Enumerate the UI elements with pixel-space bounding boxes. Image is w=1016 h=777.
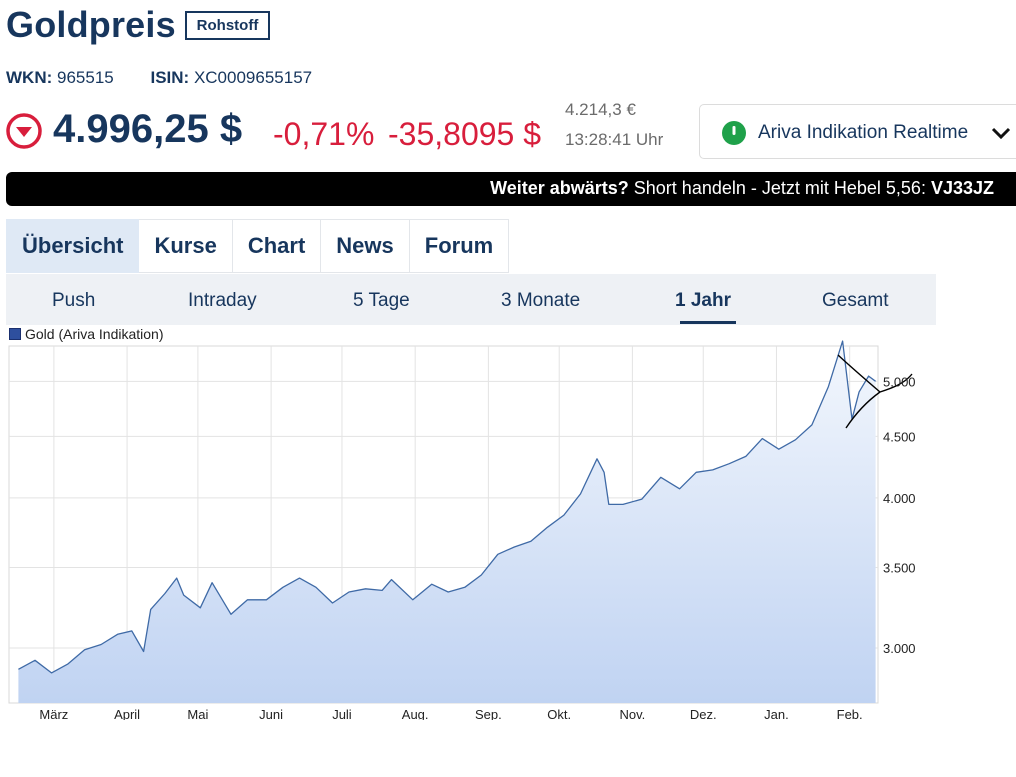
range-intraday[interactable]: Intraday: [188, 290, 257, 311]
realtime-status-icon: [722, 121, 746, 145]
range-1-jahr[interactable]: 1 Jahr: [675, 290, 731, 311]
identifiers: WKN: 965515 ISIN: XC0009655157: [6, 68, 312, 88]
y-tick-label: 5.000: [883, 374, 916, 389]
chart-legend: Gold (Ariva Indikation): [9, 326, 164, 342]
range-5-tage[interactable]: 5 Tage: [353, 290, 410, 311]
price-area-fill: [18, 341, 876, 703]
y-tick-label: 4.000: [883, 491, 916, 506]
source-dropdown[interactable]: Ariva Indikation Realtime: [699, 104, 1016, 159]
x-axis-labels: März April Mai Juni Juli Aug. Sep. Okt. Nov. Dez.…: [39, 707, 862, 720]
y-tick-label: 3.500: [883, 561, 916, 576]
range-3-monate[interactable]: 3 Monate: [501, 290, 581, 311]
change-absolute: -35,8095 $: [388, 116, 542, 152]
legend-swatch: [9, 328, 21, 340]
timerange-tabs: Push Intraday 5 Tage 3 Monate 1 Jahr Ges…: [6, 274, 936, 325]
price-eur: 4.214,3 €: [565, 100, 636, 119]
x-tick-label: Nov.: [620, 707, 646, 720]
legend-label: Gold (Ariva Indikation): [25, 326, 164, 342]
quote-time: 13:28:41 Uhr: [565, 130, 664, 149]
price-chart[interactable]: März April Mai Juni Juli Aug. Sep. Okt. Nov. Dez.…: [0, 340, 1016, 720]
short-promo-banner[interactable]: Weiter abwärts? Short handeln - Jetzt mi…: [6, 172, 1016, 206]
x-tick-label: April: [114, 707, 140, 720]
y-axis-labels: 3.000 3.500 4.000 4.500 5.000: [883, 374, 916, 656]
wkn-value: 965515: [57, 68, 114, 87]
asset-type-badge: Rohstoff: [185, 11, 270, 40]
page-title: Goldpreis: [6, 4, 176, 45]
arrow-down-circle-icon: [6, 113, 42, 149]
source-label: Ariva Indikation Realtime: [758, 122, 969, 143]
x-tick-label: Juli: [332, 707, 352, 720]
x-tick-label: Jan.: [764, 707, 789, 720]
x-tick-label: Feb.: [837, 707, 863, 720]
main-tabs: Übersicht Kurse Chart News Forum: [6, 219, 510, 273]
promo-text: Short handeln - Jetzt mit Hebel 5,56:: [628, 178, 931, 198]
x-tick-label: Mai: [187, 707, 208, 720]
tab-uebersicht[interactable]: Übersicht: [6, 219, 140, 273]
price-line: [18, 340, 876, 674]
x-tick-label: Okt.: [547, 707, 571, 720]
promo-question: Weiter abwärts?: [490, 178, 629, 198]
chevron-down-icon: [991, 127, 1011, 140]
isin-value: XC0009655157: [193, 68, 313, 87]
current-price: 4.996,25 $: [53, 107, 243, 151]
x-tick-label: Sep.: [475, 707, 502, 720]
wkn-label: WKN:: [6, 68, 53, 87]
y-tick-label: 3.000: [883, 641, 916, 656]
x-tick-label: Juni: [259, 707, 283, 720]
tab-chart[interactable]: Chart: [232, 219, 322, 273]
isin-label: ISIN:: [150, 68, 190, 87]
tab-forum[interactable]: Forum: [409, 219, 510, 273]
y-tick-label: 4.500: [883, 429, 916, 444]
tab-news[interactable]: News: [321, 219, 410, 273]
x-tick-label: März: [39, 707, 68, 720]
range-gesamt[interactable]: Gesamt: [822, 290, 889, 311]
active-range-indicator: [680, 321, 736, 324]
drawing-annotation: [837, 354, 913, 429]
x-tick-label: Aug.: [402, 707, 429, 720]
change-percent: -0,71%: [273, 116, 375, 152]
promo-code: VJ33JZ: [930, 178, 994, 198]
tab-kurse[interactable]: Kurse: [139, 219, 233, 273]
x-tick-label: Dez.: [690, 707, 717, 720]
range-push[interactable]: Push: [52, 290, 96, 311]
